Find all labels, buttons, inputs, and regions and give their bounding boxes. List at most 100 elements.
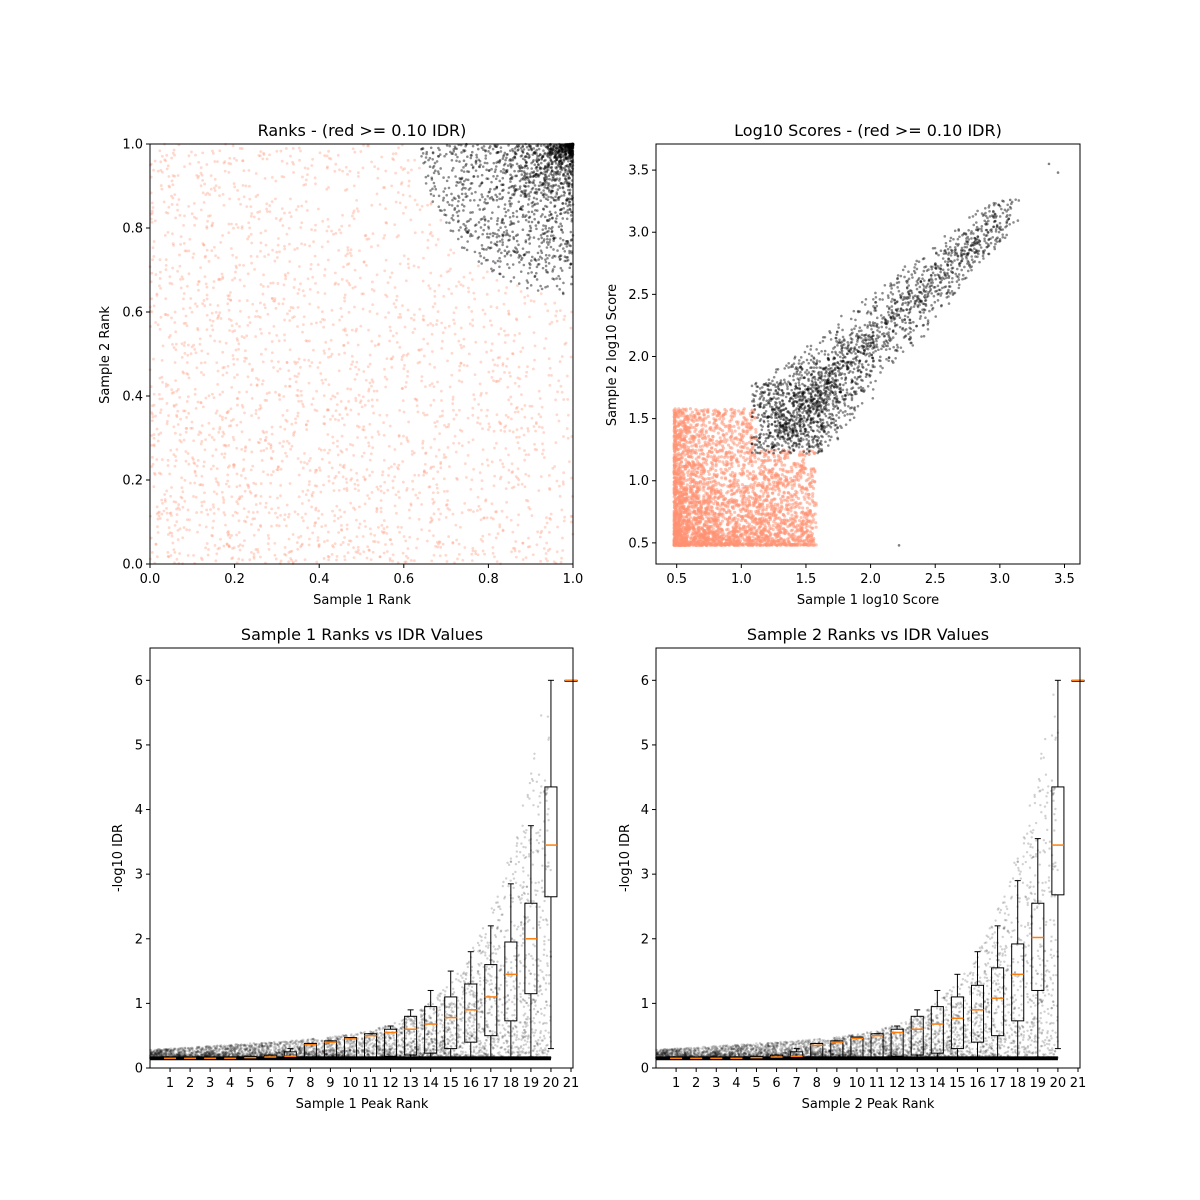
point-black: [442, 197, 445, 200]
point-salmon: [415, 547, 418, 550]
point-salmon: [349, 540, 352, 543]
point-salmon: [213, 490, 216, 493]
point-black: [559, 168, 562, 171]
point-salmon: [156, 525, 159, 528]
point-salmon: [300, 400, 303, 403]
point-black: [432, 194, 435, 197]
point-salmon: [471, 324, 474, 327]
point-salmon: [289, 155, 292, 158]
point-salmon: [230, 247, 233, 250]
point-salmon: [397, 526, 400, 529]
point-salmon: [189, 482, 192, 485]
point-salmon: [343, 300, 346, 303]
point-salmon: [317, 517, 320, 520]
point-salmon: [423, 469, 426, 472]
point-salmon: [154, 473, 157, 476]
point-salmon: [224, 524, 227, 527]
point-black: [501, 220, 504, 223]
point-salmon: [219, 414, 222, 417]
point-black: [567, 259, 570, 262]
point-salmon: [226, 543, 229, 546]
point-salmon: [491, 502, 494, 505]
point-black: [554, 195, 557, 198]
point-salmon: [497, 333, 500, 336]
point-black: [568, 185, 571, 188]
point-black: [525, 219, 528, 222]
point-salmon: [314, 255, 317, 258]
point-salmon: [527, 474, 530, 477]
point-black: [487, 177, 490, 180]
point-salmon: [368, 310, 371, 313]
point-black: [482, 165, 485, 168]
point-salmon: [474, 552, 477, 555]
point-salmon: [510, 550, 513, 553]
point-salmon: [159, 277, 162, 280]
point-black: [434, 162, 437, 165]
point-black: [548, 152, 551, 155]
point-salmon: [528, 315, 531, 318]
point-black: [487, 220, 490, 223]
point-black: [566, 245, 569, 248]
point-salmon: [310, 403, 313, 406]
point-salmon: [341, 435, 344, 438]
point-salmon: [246, 324, 249, 327]
point-salmon: [183, 341, 186, 344]
point-salmon: [531, 514, 534, 517]
point-black: [530, 271, 533, 274]
point-salmon: [214, 178, 217, 181]
point-salmon: [232, 464, 235, 467]
point-salmon: [229, 424, 232, 427]
point-salmon: [345, 334, 348, 337]
x-tick-label: 0.0: [140, 572, 161, 587]
point-black: [550, 149, 553, 152]
point-black: [559, 277, 562, 280]
point-salmon: [370, 533, 373, 536]
point-salmon: [317, 536, 320, 539]
point-salmon: [212, 503, 215, 506]
point-salmon: [278, 398, 281, 401]
point-salmon: [327, 555, 330, 558]
point-salmon: [308, 382, 311, 385]
point-black: [524, 156, 527, 159]
point-salmon: [470, 553, 473, 556]
point-black: [479, 199, 482, 202]
chart-title: Log10 Scores - (red >= 0.10 IDR): [734, 121, 1002, 140]
point-salmon: [247, 510, 250, 513]
point-salmon: [241, 559, 244, 562]
point-black: [455, 148, 458, 151]
point-salmon: [266, 210, 269, 213]
point-black: [496, 223, 499, 226]
point-salmon: [386, 550, 389, 553]
point-salmon: [347, 282, 350, 285]
point-black: [481, 174, 484, 177]
point-black: [556, 285, 559, 288]
point-salmon: [331, 436, 334, 439]
point-salmon: [235, 265, 238, 268]
point-salmon: [288, 243, 291, 246]
point-salmon: [384, 316, 387, 319]
point-salmon: [527, 506, 530, 509]
point-salmon: [309, 365, 312, 368]
point-salmon: [160, 184, 163, 187]
point-salmon: [450, 374, 453, 377]
point-salmon: [233, 329, 236, 332]
point-salmon: [474, 550, 477, 553]
point-salmon: [561, 537, 564, 540]
point-black: [559, 209, 562, 212]
point-black: [562, 293, 565, 296]
point-salmon: [383, 481, 386, 484]
point-salmon: [183, 242, 186, 245]
point-black: [544, 258, 547, 261]
point-black: [535, 173, 538, 176]
point-black: [506, 251, 509, 254]
point-salmon: [357, 344, 360, 347]
point-salmon: [185, 372, 188, 375]
point-black: [559, 171, 562, 174]
point-salmon: [156, 555, 159, 558]
point-salmon: [250, 242, 253, 245]
point-black: [546, 181, 549, 184]
point-black: [450, 193, 453, 196]
point-salmon: [518, 550, 521, 553]
point-salmon: [357, 171, 360, 174]
point-black: [502, 183, 505, 186]
